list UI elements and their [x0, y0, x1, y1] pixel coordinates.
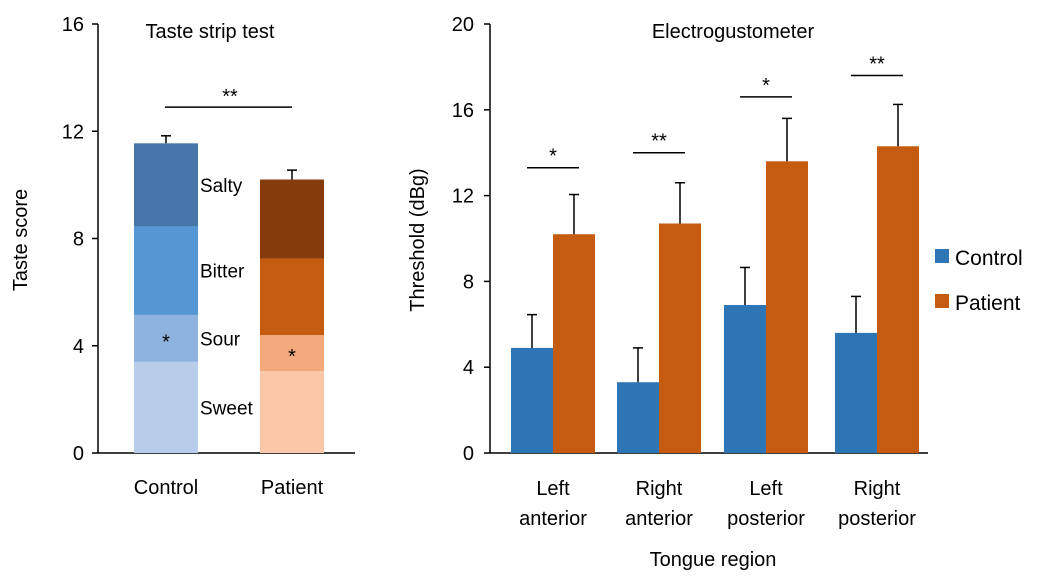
left-y-axis-label: Taste score: [10, 189, 32, 291]
bar-patient-bitter: [260, 258, 324, 336]
left-y-tick-label: 16: [62, 14, 84, 36]
right-y-tick-label: 0: [463, 443, 474, 465]
x-tick-label: Left: [749, 478, 783, 500]
left-chart-title: Taste strip test: [146, 21, 275, 43]
x-tick-label: Right: [636, 478, 683, 500]
right-y-tick-label: 16: [452, 100, 474, 122]
legend-swatch-patient: [935, 294, 949, 308]
right-x-tick-labels: Left anterior Right anterior Left posterior Ri…: [519, 478, 916, 530]
right-chart-title: Electrogustometer: [652, 21, 815, 43]
segment-label-salty: Salty: [200, 176, 243, 197]
x-tick-label: anterior: [625, 508, 693, 530]
x-tick-label: posterior: [838, 508, 916, 530]
bar-control-left-posterior: [724, 304, 766, 453]
bar-control-right-anterior: [617, 382, 659, 453]
left-y-tick-label: 0: [73, 443, 84, 465]
right-y-tick-label: 12: [452, 186, 474, 208]
bar-patient-sour: [260, 335, 324, 372]
right-significance: ******: [527, 53, 903, 169]
right-y-tick-label: 4: [463, 357, 474, 379]
segment-label-bitter: Bitter: [200, 262, 245, 283]
bar-control-right-posterior: [835, 332, 877, 453]
bar-patient-right-posterior: [877, 146, 919, 453]
legend-label-control: Control: [955, 247, 1023, 270]
x-tick-label-control: Control: [134, 477, 198, 499]
electrogustometer-panel: Electrogustometer Threshold (dBg) Tongue…: [407, 14, 1023, 571]
x-tick-label-patient: Patient: [261, 477, 324, 499]
right-y-tick-label: 8: [463, 271, 474, 293]
x-tick-label: Left: [536, 478, 570, 500]
bar-patient-left-anterior: [553, 234, 595, 453]
bar-control-sweet: [134, 361, 198, 453]
significance-mark: **: [651, 131, 667, 153]
x-tick-label: posterior: [727, 508, 805, 530]
segment-label-sweet: Sweet: [200, 398, 254, 419]
right-y-ticks: 0 4 8 12 16 20: [452, 14, 490, 465]
right-y-axis-label: Threshold (dBg): [407, 168, 429, 311]
left-y-tick-label: 4: [73, 336, 84, 358]
segment-label-sour: Sour: [200, 329, 241, 350]
left-y-tick-label: 8: [73, 229, 84, 251]
bar-control-left-anterior: [511, 347, 553, 453]
bar-patient-right-anterior: [659, 223, 701, 453]
taste-strip-panel: Taste strip test Taste score 0 4 8 12 16 Swe…: [10, 14, 355, 499]
bar-control-bitter: [134, 226, 198, 315]
significance-mark: *: [762, 75, 770, 97]
bar-control-salty: [134, 143, 198, 227]
left-stacked-bars: Sweet Sour * Bitter Salty *: [134, 135, 324, 453]
significance-mark: *: [549, 146, 557, 168]
significance-mark: **: [222, 86, 238, 108]
segment-significance-mark: *: [288, 346, 296, 368]
x-tick-label: Right: [854, 478, 901, 500]
bar-patient-salty: [260, 179, 324, 259]
right-grouped-bars: [511, 103, 919, 453]
left-y-ticks: 0 4 8 12 16: [62, 14, 98, 465]
legend: Control Patient: [935, 247, 1023, 315]
left-y-tick-label: 12: [62, 121, 84, 143]
bar-patient-left-posterior: [766, 161, 808, 453]
left-significance: **: [165, 86, 292, 108]
right-x-axis-label: Tongue region: [650, 549, 777, 571]
right-y-tick-label: 20: [452, 14, 474, 36]
legend-label-patient: Patient: [955, 292, 1021, 315]
bar-patient-sweet: [260, 371, 324, 453]
x-tick-label: anterior: [519, 508, 587, 530]
legend-swatch-control: [935, 249, 949, 263]
segment-significance-mark: *: [162, 331, 170, 353]
left-x-tick-labels: Control Patient: [134, 477, 324, 499]
bar-control-sour: [134, 314, 198, 362]
significance-mark: **: [869, 53, 885, 75]
